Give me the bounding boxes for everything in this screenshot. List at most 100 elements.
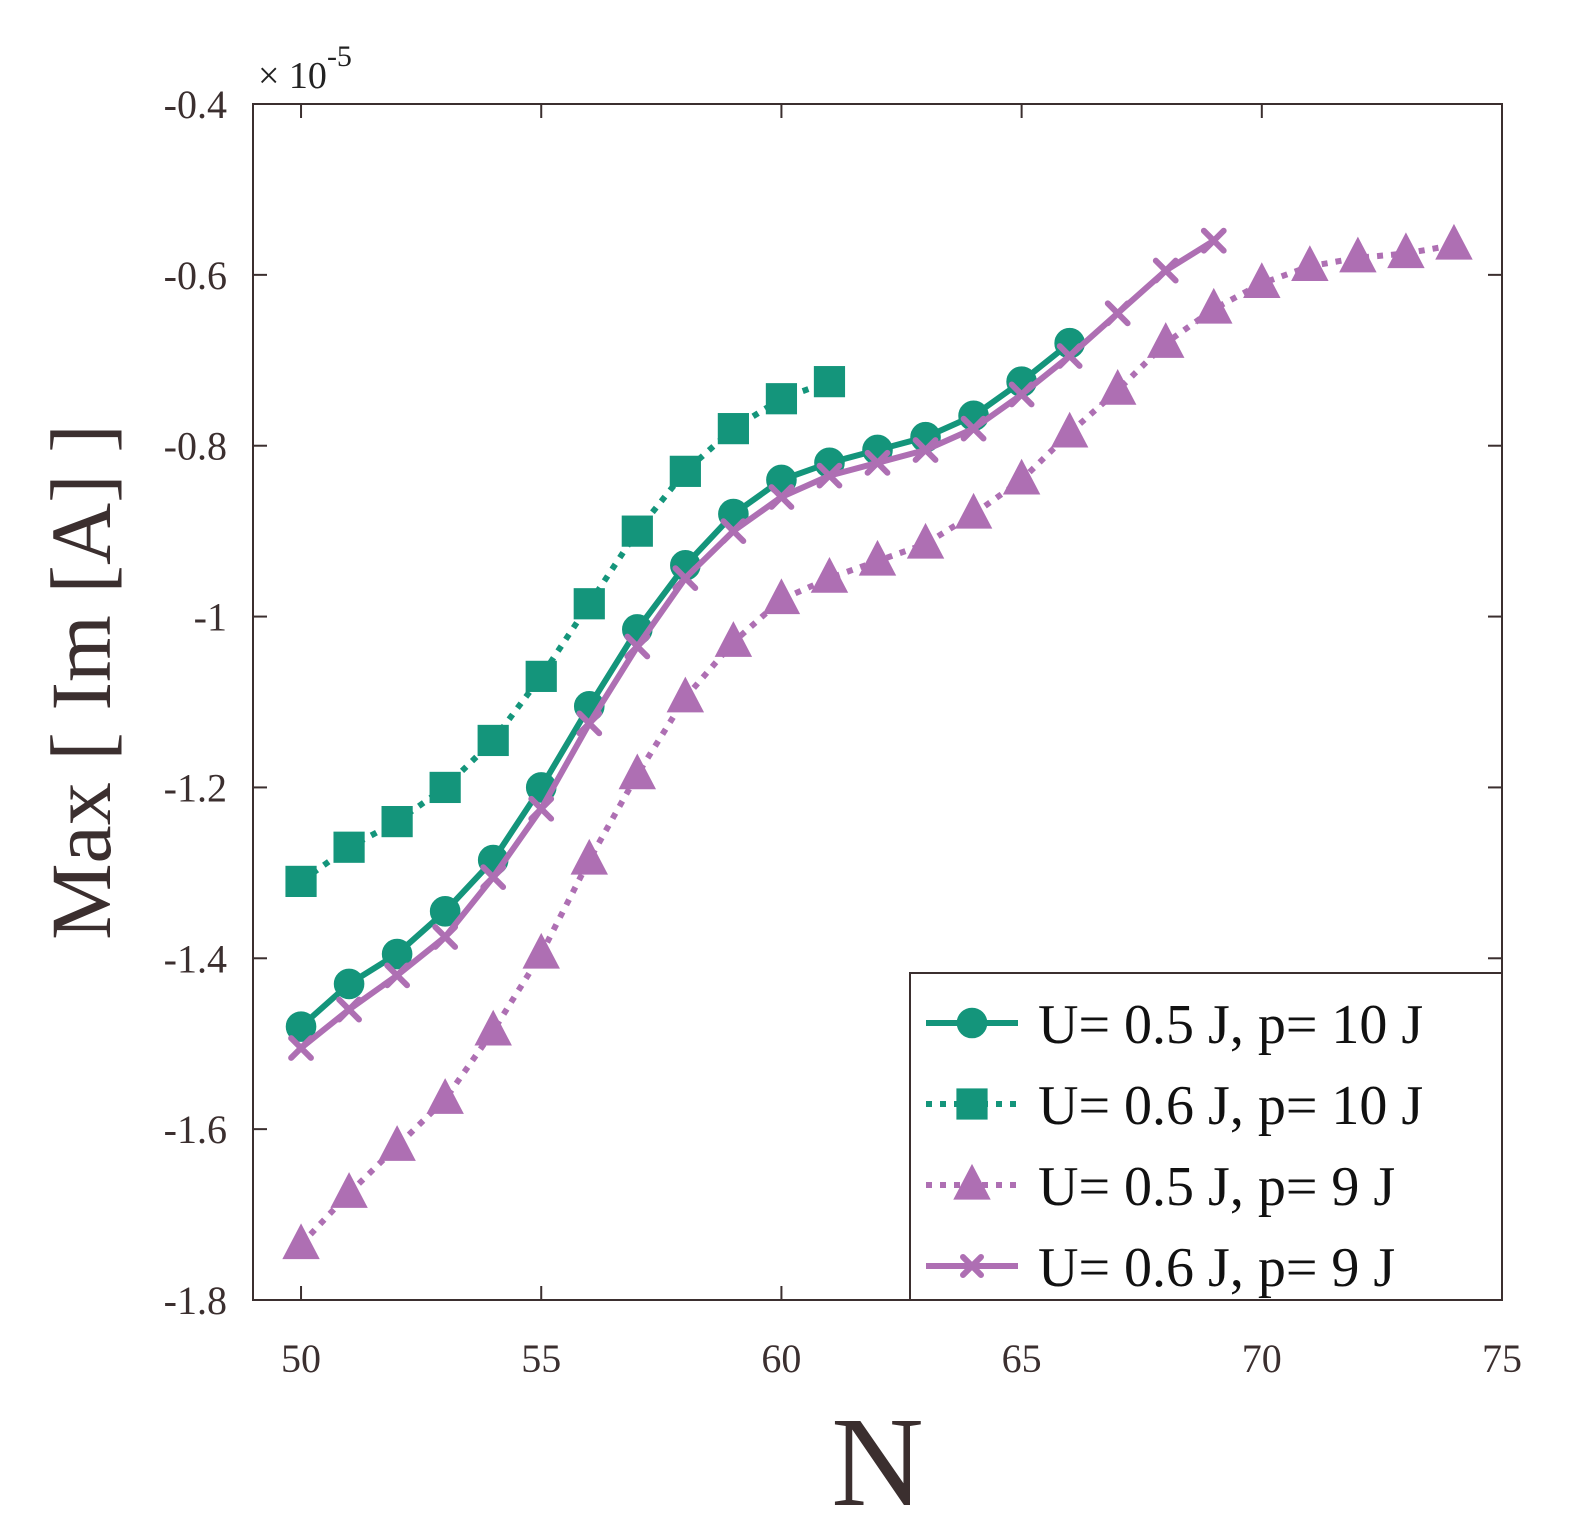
y-tick-label: -1.8	[164, 1278, 227, 1323]
data-point	[333, 968, 365, 1000]
y-scale-multiplier: × 10	[258, 55, 327, 97]
data-point	[1147, 322, 1185, 358]
data-point	[813, 366, 846, 398]
data-point	[1050, 411, 1089, 448]
data-point	[1200, 227, 1227, 254]
data-point	[762, 578, 801, 615]
legend-marker	[956, 1088, 988, 1120]
y-tick-label: -1	[194, 595, 227, 640]
y-tick-label: -0.8	[164, 424, 227, 469]
legend-label: U= 0.6 J, p= 10 J	[1038, 1075, 1423, 1137]
data-point	[720, 518, 747, 545]
data-point	[912, 437, 939, 463]
data-point	[429, 771, 461, 804]
data-point	[474, 1009, 512, 1046]
data-point	[1104, 300, 1131, 327]
data-point	[525, 660, 557, 692]
data-point	[1435, 223, 1473, 260]
y-tick-label: -1.4	[164, 936, 227, 981]
data-point	[570, 838, 608, 875]
legend-label: U= 0.5 J, p= 10 J	[1038, 994, 1423, 1056]
data-point	[528, 795, 555, 822]
y-scale-label: × 10-5	[258, 40, 352, 97]
x-tick-label: 60	[761, 1336, 801, 1381]
legend-marker	[960, 1254, 984, 1278]
legend-label: U= 0.6 J, p= 9 J	[1038, 1237, 1395, 1299]
plot-frame	[252, 103, 1503, 1301]
data-point	[381, 806, 413, 838]
data-point	[378, 1125, 416, 1161]
series-3	[282, 223, 1473, 1260]
x-tick-label: 55	[521, 1336, 561, 1381]
data-point	[1002, 458, 1041, 495]
legend-item: U= 0.6 J, p= 10 J	[926, 1075, 1423, 1137]
data-point	[858, 539, 897, 576]
data-point	[864, 449, 891, 476]
data-point	[714, 621, 753, 657]
data-point	[954, 492, 993, 529]
data-point	[282, 1223, 320, 1260]
data-point	[1098, 369, 1137, 405]
series-2	[285, 366, 846, 897]
data-point	[618, 753, 657, 790]
x-tick-label: 70	[1242, 1336, 1282, 1381]
data-point	[285, 1011, 317, 1042]
x-tick-label: 75	[1482, 1336, 1522, 1381]
data-point	[288, 1035, 314, 1061]
legend: U= 0.5 J, p= 10 J U= 0.6 J, p= 10 J U= 0.5…	[909, 972, 1503, 1301]
data-point	[285, 865, 317, 897]
legend-item: U= 0.5 J, p= 10 J	[926, 994, 1423, 1056]
data-point	[381, 938, 413, 970]
data-point	[1152, 257, 1179, 284]
data-point	[522, 932, 560, 969]
data-point	[480, 864, 507, 891]
data-point	[621, 515, 653, 547]
data-point	[426, 1078, 464, 1114]
x-tick-label: 65	[1002, 1336, 1042, 1381]
data-point	[906, 522, 945, 559]
y-axis-title: Max [ Im [A] ]	[33, 424, 129, 940]
legend-item: U= 0.6 J, p= 9 J	[926, 1237, 1395, 1299]
data-point	[1008, 381, 1035, 408]
data-point	[717, 413, 749, 445]
legend-marker	[956, 1007, 988, 1039]
legend-item: U= 0.5 J, p= 9 J	[926, 1156, 1395, 1218]
data-point	[810, 557, 849, 593]
data-point	[960, 415, 987, 442]
data-point	[336, 996, 362, 1023]
y-scale-exponent: -5	[327, 40, 352, 73]
series-4	[288, 227, 1227, 1061]
data-point	[384, 962, 411, 989]
y-tick-label: -0.4	[164, 82, 227, 127]
data-point	[768, 484, 795, 510]
data-point	[333, 831, 365, 863]
legend-label: U= 0.5 J, p= 9 J	[1038, 1156, 1395, 1218]
data-point	[1387, 232, 1425, 269]
axes: 50 55 60 65 70 75 -1.8 -1.6 -1.4 -1.2 -1 -0.8 -0.6 -0…	[164, 82, 1522, 1381]
data-point	[624, 633, 651, 660]
plot-area	[282, 223, 1473, 1260]
data-point	[429, 896, 461, 927]
data-point	[666, 676, 705, 713]
data-point	[765, 383, 798, 415]
data-point	[477, 724, 509, 757]
y-tick-label: -0.6	[164, 253, 227, 298]
data-point	[330, 1172, 368, 1208]
y-tick-label: -1.2	[164, 765, 227, 810]
data-point	[1291, 245, 1329, 281]
data-point	[576, 710, 603, 737]
data-point	[1243, 262, 1281, 299]
data-point	[672, 565, 699, 592]
y-tick-label: -1.6	[164, 1107, 227, 1152]
data-point	[432, 924, 459, 950]
legend-box	[909, 972, 1503, 1301]
x-tick-label: 50	[281, 1336, 321, 1381]
data-point	[669, 455, 701, 487]
data-point	[1056, 343, 1083, 369]
legend-marker	[953, 1163, 991, 1200]
data-point	[1339, 236, 1377, 273]
data-point	[816, 462, 843, 489]
x-axis-title: N	[831, 1391, 923, 1533]
data-point	[573, 588, 605, 620]
